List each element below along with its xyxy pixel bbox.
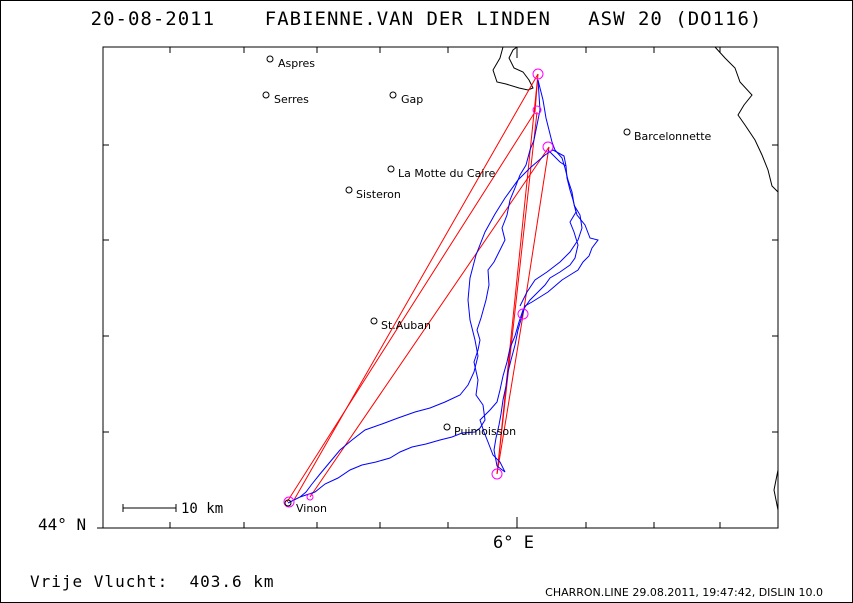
track-segment — [519, 204, 583, 307]
town-markers — [262, 55, 631, 507]
task-leg — [293, 73, 539, 501]
scale-bar-label: 10 km — [181, 501, 223, 517]
town-dot — [345, 186, 353, 194]
scale-bar — [122, 504, 177, 512]
town-dot — [623, 128, 631, 136]
town-dot — [284, 499, 292, 507]
pilot-name: FABIENNE.VAN DER LINDEN — [264, 8, 551, 30]
track-segment — [299, 149, 579, 498]
town-label-aspres: Aspres — [278, 57, 315, 70]
town-dot — [262, 91, 270, 99]
town-dot — [443, 423, 451, 431]
longitude-label: 6° E — [493, 533, 534, 553]
border-line — [492, 46, 534, 91]
flight-track — [287, 79, 599, 504]
town-dot — [266, 55, 274, 63]
flight-title: 20-08-2011 FABIENNE.VAN DER LINDEN ASW 2… — [0, 8, 853, 30]
turnpoint-marker — [517, 308, 529, 320]
border-line-southeast — [773, 469, 779, 511]
axis-ticks — [97, 47, 778, 529]
distance-text: Vrije Vlucht: 403.6 km — [30, 572, 275, 591]
glider-type: ASW 20 (DO116) — [588, 8, 763, 30]
town-dot — [370, 317, 378, 325]
town-dot — [389, 91, 397, 99]
town-label-gap: Gap — [401, 93, 423, 106]
track-segment — [287, 79, 541, 504]
turnpoint-marker — [306, 493, 314, 501]
town-label-serres: Serres — [274, 93, 309, 106]
track-segment — [547, 149, 567, 167]
latitude-label: 44° N — [38, 515, 87, 534]
task-lines — [286, 73, 550, 503]
border-line-east — [714, 46, 779, 193]
credit-text: CHARRON.LINE 29.08.2011, 19:47:42, DISLI… — [545, 586, 823, 599]
turnpoints — [283, 68, 554, 508]
turnpoint-marker — [283, 496, 295, 508]
town-label-puimoisson: Puimoisson — [454, 425, 516, 438]
town-dot — [387, 165, 395, 173]
town-label-sisteron: Sisteron — [356, 188, 401, 201]
turnpoint-marker — [532, 105, 542, 115]
town-label-st-auban: St.Auban — [381, 319, 431, 332]
track-segment — [493, 79, 599, 473]
town-label-vinon: Vinon — [296, 502, 327, 515]
turnpoint-marker — [542, 141, 554, 153]
flight-date: 20-08-2011 — [90, 8, 216, 30]
task-leg — [309, 146, 550, 498]
plot-area — [102, 46, 779, 529]
turnpoint-marker — [532, 68, 544, 80]
town-label-la-motte-du-caire: La Motte du Caire — [398, 167, 496, 180]
turnpoint-marker — [491, 468, 503, 480]
town-label-barcelonnette: Barcelonnette — [634, 130, 712, 143]
